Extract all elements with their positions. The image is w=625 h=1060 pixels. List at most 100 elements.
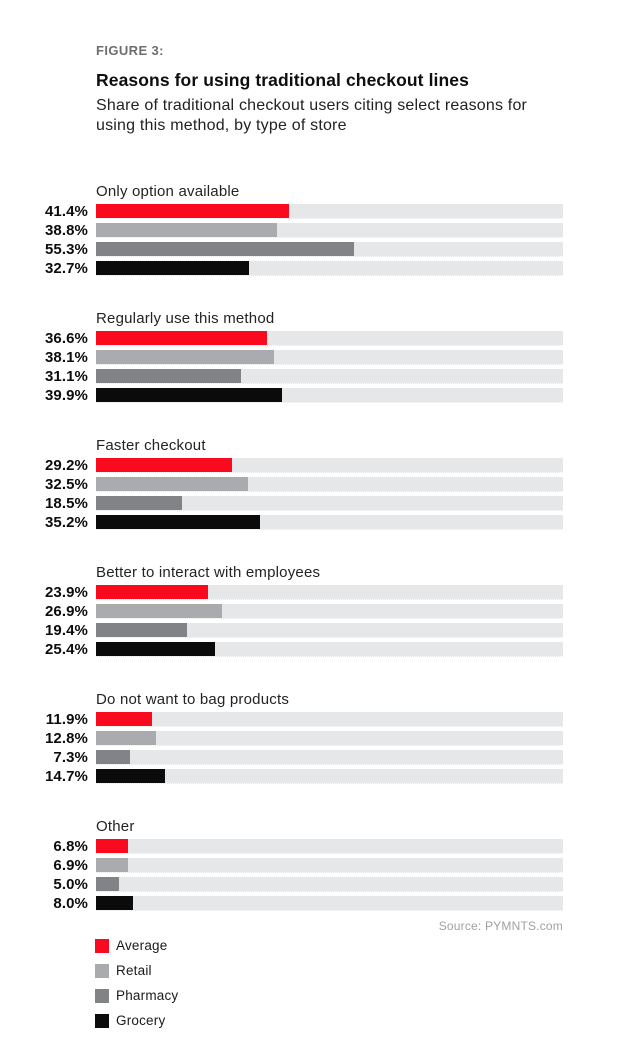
bar-track bbox=[96, 350, 563, 365]
bar-grocery bbox=[96, 769, 165, 783]
chart-subtitle: Share of traditional checkout users citi… bbox=[96, 97, 528, 134]
bar-retail bbox=[96, 858, 129, 872]
bar-grocery bbox=[96, 896, 134, 910]
value-label: 25.4% bbox=[44, 641, 88, 658]
bar-track bbox=[96, 858, 563, 873]
bar-average bbox=[96, 712, 152, 726]
value-label: 31.1% bbox=[44, 368, 88, 385]
bar-track bbox=[96, 769, 563, 784]
bar-retail bbox=[96, 604, 222, 618]
bar-track bbox=[96, 458, 563, 473]
value-label: 26.9% bbox=[44, 603, 88, 620]
bar-track bbox=[96, 496, 563, 511]
value-label: 6.9% bbox=[53, 857, 88, 874]
legend-item-pharmacy: Pharmacy bbox=[95, 988, 625, 1003]
group-rows: 23.9% 26.9% 19.4% 25.4% bbox=[30, 584, 563, 658]
bar-track bbox=[96, 261, 563, 276]
value-label: 32.7% bbox=[44, 260, 88, 277]
bar-row-grocery: 39.9% bbox=[30, 387, 563, 404]
bar-average bbox=[96, 585, 208, 599]
legend: Average Retail Pharmacy Grocery bbox=[95, 938, 625, 1028]
bar-track bbox=[96, 331, 563, 346]
legend-label: Average bbox=[116, 938, 168, 953]
value-label: 6.8% bbox=[53, 838, 88, 855]
figure-label: FIGURE 3: bbox=[96, 43, 164, 58]
bar-average bbox=[96, 331, 267, 345]
bar-row-pharmacy: 5.0% bbox=[30, 876, 563, 893]
value-label: 19.4% bbox=[44, 622, 88, 639]
group-rows: 36.6% 38.1% 31.1% 39.9% bbox=[30, 330, 563, 404]
bar-track bbox=[96, 388, 563, 403]
bar-average bbox=[96, 458, 233, 472]
source-credit: Source: PYMNTS.com bbox=[438, 919, 563, 933]
legend-item-retail: Retail bbox=[95, 963, 625, 978]
bar-pharmacy bbox=[96, 877, 120, 891]
bar-row-average: 11.9% bbox=[30, 711, 563, 728]
bar-retail bbox=[96, 477, 248, 491]
bar-track bbox=[96, 242, 563, 257]
bar-row-average: 23.9% bbox=[30, 584, 563, 601]
value-label: 29.2% bbox=[44, 457, 88, 474]
bar-track bbox=[96, 712, 563, 727]
value-label: 14.7% bbox=[44, 768, 88, 785]
bar-grocery bbox=[96, 261, 249, 275]
bar-row-grocery: 32.7% bbox=[30, 260, 563, 277]
chart-header: FIGURE 3: Reasons for using traditional … bbox=[0, 0, 625, 136]
bar-group: Better to interact with employees 23.9% 2… bbox=[30, 563, 563, 658]
group-title: Other bbox=[96, 818, 135, 835]
bar-row-average: 41.4% bbox=[30, 203, 563, 220]
group-rows: 6.8% 6.9% 5.0% 8.0% bbox=[30, 838, 563, 912]
group-title: Faster checkout bbox=[96, 437, 206, 454]
bar-track bbox=[96, 223, 563, 238]
group-title: Do not want to bag products bbox=[96, 691, 290, 708]
legend-item-average: Average bbox=[95, 938, 625, 953]
legend-swatch-average bbox=[95, 938, 109, 953]
value-label: 41.4% bbox=[44, 203, 88, 220]
bar-group: Do not want to bag products 11.9% 12.8% 7.… bbox=[30, 690, 563, 785]
bar-row-grocery: 35.2% bbox=[30, 514, 563, 531]
bar-retail bbox=[96, 731, 156, 745]
value-label: 5.0% bbox=[53, 876, 88, 893]
bar-pharmacy bbox=[96, 750, 131, 764]
bar-group: Other 6.8% 6.9% 5.0% 8.0% bbox=[30, 817, 563, 912]
bar-track bbox=[96, 877, 563, 892]
bar-average bbox=[96, 204, 290, 218]
bar-group: Faster checkout 29.2% 32.5% 18.5% 35.2% bbox=[30, 436, 563, 531]
value-label: 38.8% bbox=[44, 222, 88, 239]
value-label: 11.9% bbox=[45, 711, 88, 728]
group-rows: 29.2% 32.5% 18.5% 35.2% bbox=[30, 457, 563, 531]
bar-pharmacy bbox=[96, 496, 183, 510]
legend-label: Pharmacy bbox=[116, 988, 179, 1003]
bar-row-retail: 26.9% bbox=[30, 603, 563, 620]
bar-track bbox=[96, 204, 563, 219]
chart: Only option available 41.4% 38.8% 55.3% 32.… bbox=[0, 182, 563, 912]
bar-track bbox=[96, 369, 563, 384]
bar-grocery bbox=[96, 388, 283, 402]
value-label: 36.6% bbox=[44, 330, 88, 347]
bar-track bbox=[96, 750, 563, 765]
bar-track bbox=[96, 515, 563, 530]
legend-label: Grocery bbox=[116, 1013, 166, 1028]
bar-grocery bbox=[96, 642, 215, 656]
bar-row-pharmacy: 7.3% bbox=[30, 749, 563, 766]
bar-track bbox=[96, 896, 563, 911]
bar-row-average: 36.6% bbox=[30, 330, 563, 347]
group-title: Only option available bbox=[96, 183, 240, 200]
bar-track bbox=[96, 477, 563, 492]
bar-row-average: 6.8% bbox=[30, 838, 563, 855]
bar-retail bbox=[96, 223, 278, 237]
bar-row-pharmacy: 18.5% bbox=[30, 495, 563, 512]
bar-pharmacy bbox=[96, 369, 242, 383]
bar-row-grocery: 8.0% bbox=[30, 895, 563, 912]
bar-pharmacy bbox=[96, 242, 355, 256]
bar-row-retail: 6.9% bbox=[30, 857, 563, 874]
bar-row-retail: 38.8% bbox=[30, 222, 563, 239]
value-label: 7.3% bbox=[53, 749, 88, 766]
bar-average bbox=[96, 839, 128, 853]
bar-row-average: 29.2% bbox=[30, 457, 563, 474]
value-label: 23.9% bbox=[44, 584, 88, 601]
bar-row-retail: 38.1% bbox=[30, 349, 563, 366]
bar-group: Regularly use this method 36.6% 38.1% 31.1… bbox=[30, 309, 563, 404]
legend-label: Retail bbox=[116, 963, 152, 978]
group-title: Regularly use this method bbox=[96, 310, 275, 327]
